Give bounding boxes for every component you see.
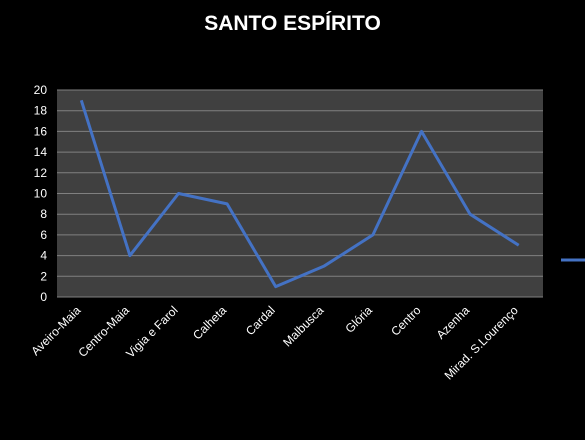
y-tick-label: 6 [40,228,47,242]
y-tick-label: 16 [34,124,48,138]
y-tick-label: 12 [34,166,48,180]
gridlines [57,89,543,298]
y-axis-ticks: 0 2 4 6 8 10 12 14 16 18 20 [34,83,48,304]
series-layer [79,99,520,289]
y-tick-label: 0 [40,290,47,304]
y-tick-label: 20 [34,83,48,97]
y-tick-label: 8 [40,207,47,221]
x-tick-label: Cardal [243,303,278,338]
y-tick-label: 14 [34,145,48,159]
x-tick-label: Malbusca [280,303,326,349]
y-tick-label: 2 [40,269,47,283]
x-tick-label: Vigia e Farol [123,303,180,360]
y-tick-label: 4 [40,249,47,263]
x-tick-label: Glória [342,303,375,336]
chart-title: SANTO ESPÍRITO [204,12,381,35]
y-tick-label: 10 [34,187,48,201]
x-tick-label: Calheta [190,303,229,342]
x-tick-label: Azenha [434,303,473,342]
y-tick-label: 18 [34,104,48,118]
series-line [79,99,520,289]
x-tick-label: Centro [388,303,424,339]
